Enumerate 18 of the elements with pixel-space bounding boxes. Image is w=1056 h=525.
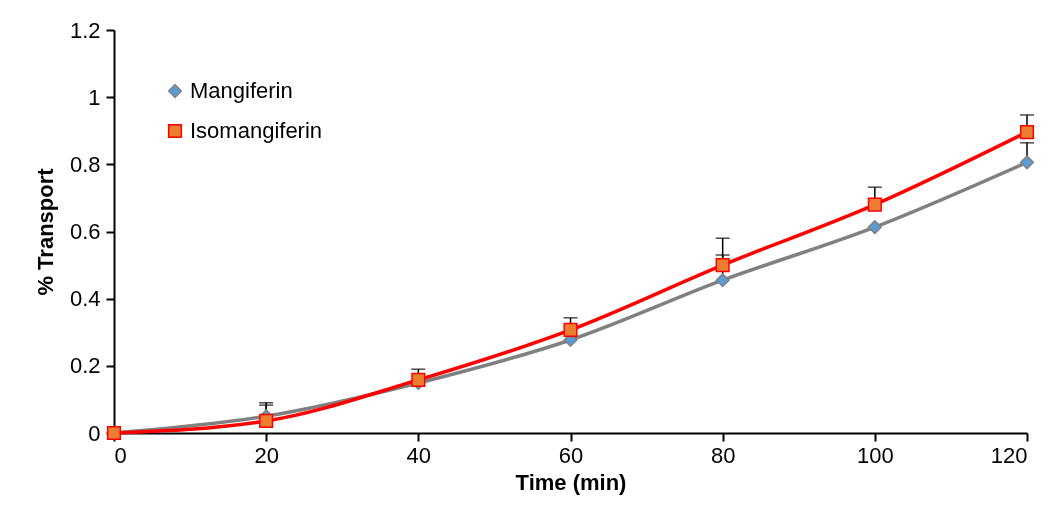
x-tick-label: 100 — [856, 442, 894, 468]
x-tick-label: 120 — [990, 442, 1028, 468]
x-tick-label: 80 — [710, 442, 736, 468]
x-tick-label: 40 — [406, 442, 432, 468]
x-tick-label: 60 — [558, 442, 584, 468]
y-tick-label: 0.8 — [69, 151, 101, 177]
y-tick-label: 0.6 — [69, 219, 101, 244]
x-axis-title: Time (min) — [515, 469, 627, 495]
y-tick-label: 0 — [88, 420, 101, 446]
y-tick-label: 0.4 — [69, 286, 101, 312]
y-tick-label: 1.2 — [69, 17, 101, 43]
y-tick-label: 1 — [88, 84, 101, 110]
legend-label: Isomangiferin — [190, 118, 323, 143]
y-tick-label: 0.2 — [69, 353, 101, 379]
y-axis-title: % Transport — [32, 167, 58, 296]
legend-label: Mangiferin — [190, 78, 293, 103]
x-tick-label: 20 — [254, 442, 279, 468]
x-tick-label: 0 — [114, 442, 127, 468]
